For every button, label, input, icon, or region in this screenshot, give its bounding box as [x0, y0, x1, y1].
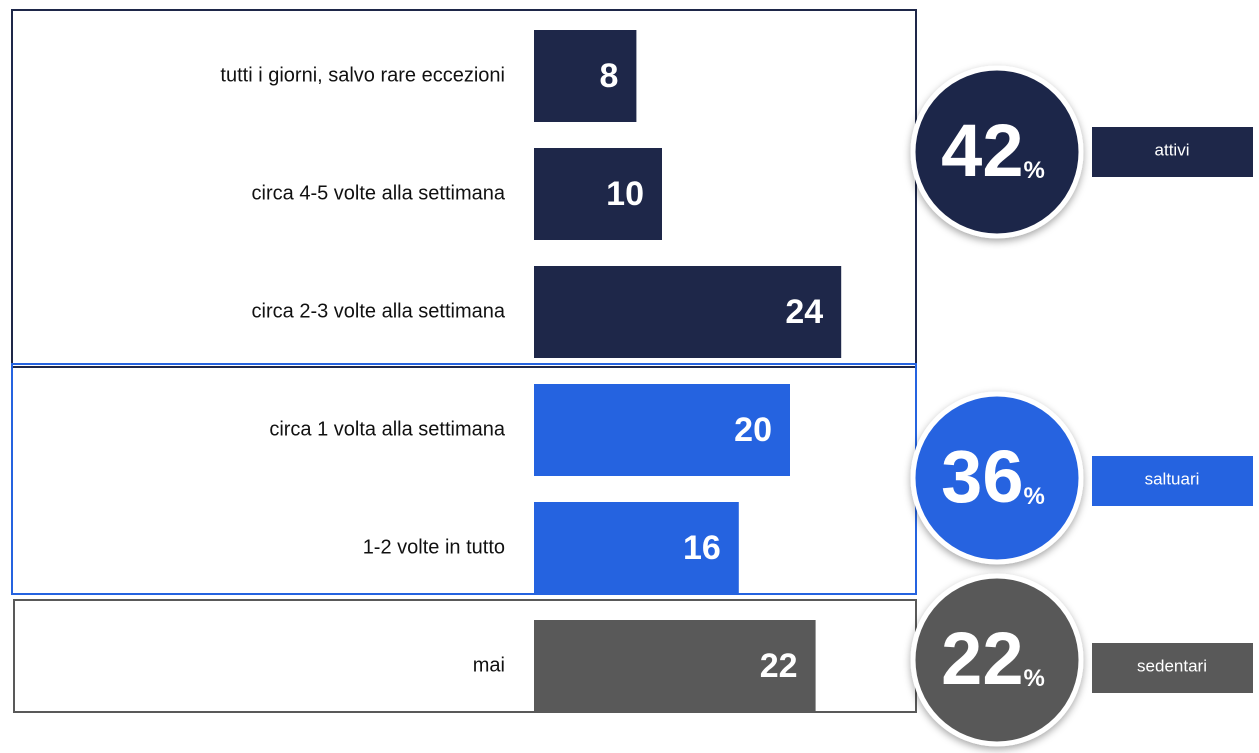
category-label: mai [473, 654, 505, 676]
bar [534, 30, 637, 122]
value-label: 16 [683, 529, 721, 567]
group-name: attivi [1155, 140, 1190, 159]
total-number: 22 [941, 617, 1023, 700]
value-label: 8 [599, 57, 618, 95]
category-label: circa 4-5 volte alla settimana [252, 182, 506, 204]
group-tag [1092, 127, 1253, 177]
value-label: 22 [760, 647, 798, 685]
bar [534, 148, 662, 240]
bar [534, 384, 790, 476]
group-name: saltuari [1145, 469, 1200, 488]
group-box [11, 9, 917, 368]
group-total: 22% [941, 617, 1045, 700]
total-number: 42 [941, 109, 1023, 192]
total-number: 36 [941, 435, 1023, 518]
bar [534, 502, 739, 594]
category-label: circa 2-3 volte alla settimana [252, 300, 506, 322]
bar [534, 266, 842, 358]
category-label: 1-2 volte in tutto [363, 536, 505, 558]
group-circle [910, 573, 1084, 747]
group-tag [1092, 643, 1253, 693]
value-label: 10 [606, 175, 644, 213]
category-label: tutti i giorni, salvo rare eccezioni [220, 64, 505, 86]
group-tag [1092, 456, 1253, 506]
group-name: sedentari [1137, 656, 1207, 675]
group-total: 42% [941, 109, 1045, 192]
total-unit: % [1023, 157, 1044, 184]
value-label: 20 [734, 411, 772, 449]
total-unit: % [1023, 483, 1044, 510]
category-label: circa 1 volta alla settimana [269, 418, 506, 440]
group-total: 36% [941, 435, 1045, 518]
value-label: 24 [785, 293, 823, 331]
total-unit: % [1023, 665, 1044, 692]
group-circle [910, 65, 1084, 239]
bar [534, 620, 816, 712]
group-circle [910, 391, 1084, 565]
